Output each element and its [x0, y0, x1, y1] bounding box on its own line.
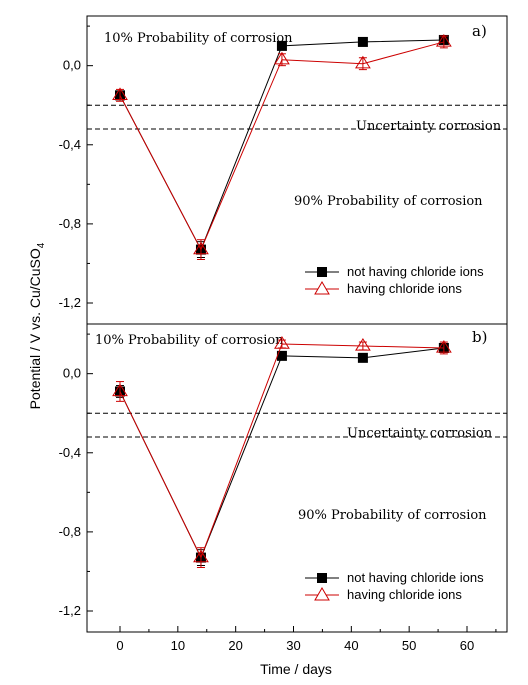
data-point-triangle [193, 241, 209, 255]
data-point-square [276, 350, 287, 361]
legend-marker-square [317, 573, 327, 583]
panel-label: a) [472, 22, 487, 40]
series-line [119, 41, 444, 251]
annotation-uncertainty: Uncertainty corrosion [356, 119, 502, 134]
panels-group: 0,0 -0,4 -0,8 -1,2 10% Probability of corros… [59, 15, 508, 653]
y-tick-label: -0,8 [59, 524, 81, 539]
series-not-having-chloride [115, 342, 449, 567]
legend-marker-square [317, 267, 327, 277]
annotation-10-percent: 10% Probability of corrosion [104, 31, 293, 46]
data-point-triangle [193, 549, 209, 563]
y-tick-label: 0,0 [63, 58, 81, 73]
data-point-triangle [112, 383, 128, 397]
data-point-triangle [354, 338, 371, 351]
legend-label: having chloride ions [347, 281, 462, 296]
chart-panel-a: 0,0 -0,4 -0,8 -1,2 10% Probability of corros… [59, 15, 508, 325]
series-line [119, 343, 444, 559]
x-tick-label: 10 [171, 638, 185, 653]
series-line [119, 39, 444, 251]
y-tick-label: -0,4 [59, 445, 81, 460]
data-point-triangle [274, 336, 290, 349]
y-tick-label: -1,2 [59, 295, 81, 310]
data-point-triangle [274, 51, 290, 65]
annotation-90-percent: 90% Probability of corrosion [298, 508, 487, 523]
legend: not having chloride ions having chloride … [305, 570, 484, 602]
y-tick-label: -1,2 [59, 603, 81, 618]
panel-label: b) [472, 328, 487, 346]
data-point-square [357, 36, 368, 47]
series-having-chloride [112, 33, 452, 260]
legend-label: not having chloride ions [347, 570, 484, 585]
legend-marker-triangle [314, 587, 330, 601]
data-point-triangle [354, 55, 371, 69]
chart-panel-b: 0,0 -0,4 -0,8 -1,2 0 10 20 30 40 50 60 10% Probabil… [59, 323, 508, 653]
series-line [119, 347, 444, 559]
plot-frame [86, 323, 508, 633]
y-tick-label: -0,8 [59, 216, 81, 231]
y-tick-label: 0,0 [63, 366, 81, 381]
x-tick-label: 50 [402, 638, 416, 653]
series-having-chloride [112, 336, 452, 568]
data-point-square [357, 352, 368, 363]
y-axis-title: Potential / V vs. Cu/CuSO4 [27, 242, 47, 409]
data-point-triangle [435, 33, 452, 47]
x-tick-label: 40 [344, 638, 358, 653]
x-tick-label: 0 [116, 638, 123, 653]
legend: not having chloride ions having chloride … [305, 264, 484, 296]
data-point-square [276, 40, 287, 51]
y-axis-title-main: Potential / V vs. Cu/CuSO [27, 248, 43, 409]
x-tick-label: 20 [228, 638, 242, 653]
legend-label: having chloride ions [347, 587, 462, 602]
y-axis-title-subscript: 4 [36, 242, 47, 248]
annotation-uncertainty: Uncertainty corrosion [347, 426, 493, 441]
annotation-90-percent: 90% Probability of corrosion [294, 194, 483, 209]
data-point-triangle [435, 340, 452, 353]
x-tick-label: 60 [460, 638, 474, 653]
legend-marker-triangle [314, 281, 330, 295]
x-axis-title: Time / days [260, 661, 332, 677]
y-tick-label: -0,4 [59, 137, 81, 152]
series-not-having-chloride [115, 34, 449, 259]
x-tick-label: 30 [286, 638, 300, 653]
legend-label: not having chloride ions [347, 264, 484, 279]
data-point-triangle [112, 87, 128, 101]
annotation-10-percent: 10% Probability of corrosion [95, 333, 284, 348]
